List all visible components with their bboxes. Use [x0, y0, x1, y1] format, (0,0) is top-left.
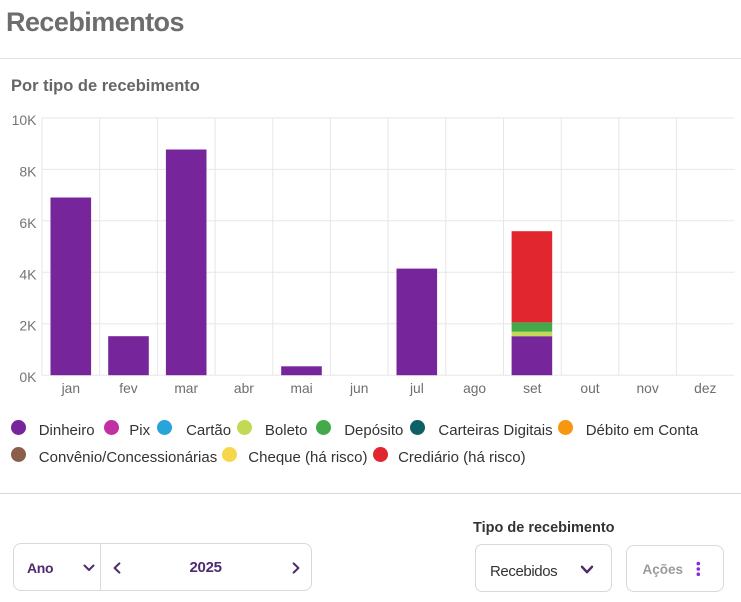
svg-text:mai: mai — [290, 381, 312, 396]
svg-text:8K: 8K — [19, 163, 37, 179]
svg-text:dez: dez — [694, 381, 716, 396]
svg-text:jan: jan — [61, 381, 80, 396]
svg-text:mar: mar — [174, 381, 198, 396]
svg-text:set: set — [523, 381, 542, 396]
svg-text:ago: ago — [463, 381, 486, 396]
svg-text:4K: 4K — [19, 266, 37, 282]
svg-text:out: out — [580, 381, 599, 396]
svg-text:fev: fev — [119, 381, 138, 396]
svg-text:jun: jun — [349, 381, 368, 396]
svg-text:abr: abr — [234, 381, 254, 396]
svg-text:10K: 10K — [12, 112, 38, 128]
svg-text:0K: 0K — [19, 369, 37, 385]
svg-text:6K: 6K — [19, 215, 37, 231]
svg-text:nov: nov — [636, 381, 658, 396]
svg-text:2K: 2K — [19, 318, 37, 334]
svg-text:jul: jul — [409, 381, 424, 396]
